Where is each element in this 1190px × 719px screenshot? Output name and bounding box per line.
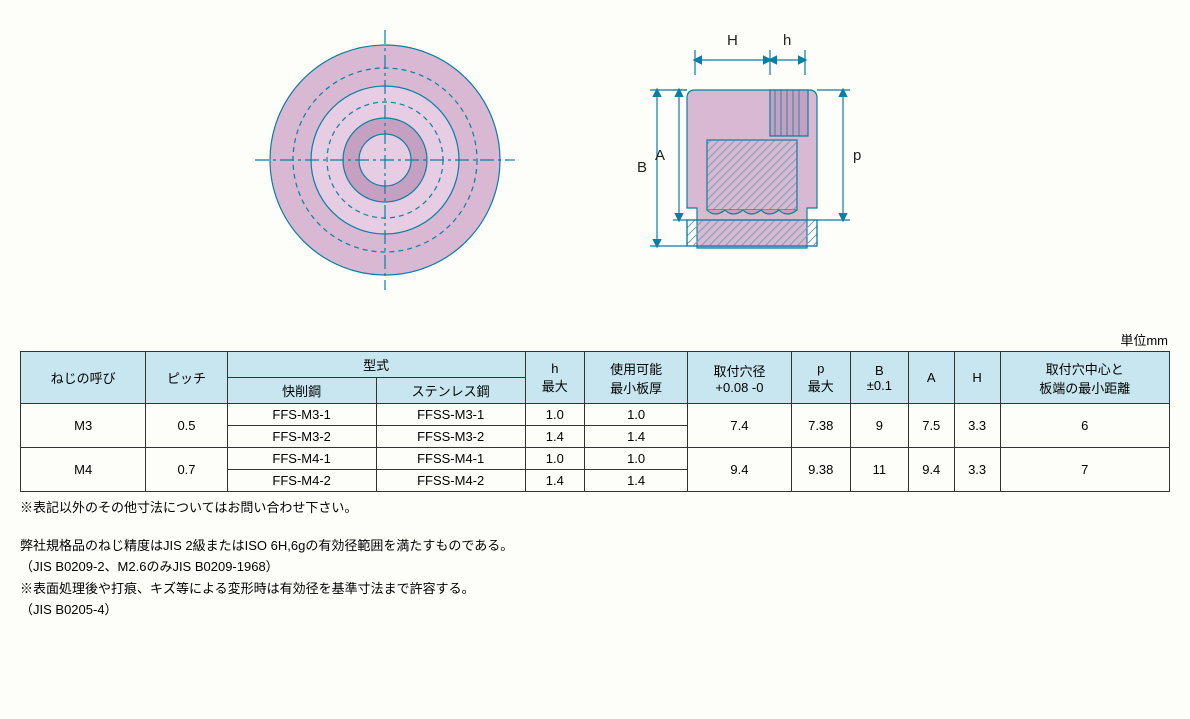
spec-table: ねじの呼び ピッチ 型式 h 最大 使用可能 最小板厚 取付穴径 +0.08 -…: [20, 351, 1170, 492]
unit-label: 単位mm: [20, 330, 1170, 349]
label-h: h: [783, 32, 791, 49]
label-p: p: [853, 147, 861, 164]
th-usable: 使用可能 最小板厚: [584, 352, 687, 404]
th-pmax: p 最大: [791, 352, 850, 404]
label-A: A: [655, 147, 665, 164]
th-hole: 取付穴径 +0.08 -0: [688, 352, 791, 404]
th-B: B ±0.1: [850, 352, 908, 404]
th-steel: 快削鋼: [227, 378, 376, 404]
th-A: A: [908, 352, 954, 404]
th-H: H: [954, 352, 1000, 404]
note-3: （JIS B0209-2、M2.6のみJIS B0209-1968）: [20, 557, 1170, 577]
th-sus: ステンレス鋼: [376, 378, 525, 404]
note-5: （JIS B0205-4）: [20, 600, 1170, 620]
th-thread: ねじの呼び: [21, 352, 146, 404]
th-edge: 取付穴中心と 板端の最小距離: [1000, 352, 1169, 404]
th-model: 型式: [227, 352, 525, 378]
top-view-diagram: [255, 30, 515, 290]
notes: ※表記以外のその他寸法についてはお問い合わせ下さい。 弊社規格品のねじ精度はJI…: [20, 498, 1170, 620]
note-2: 弊社規格品のねじ精度はJIS 2級またはISO 6H,6gの有効径範囲を満たすも…: [20, 536, 1170, 556]
note-1: ※表記以外のその他寸法についてはお問い合わせ下さい。: [20, 498, 1170, 518]
label-B: B: [637, 159, 647, 176]
label-H: H: [727, 32, 738, 49]
table-row: M4 0.7 FFS-M4-1 FFSS-M4-1 1.0 1.0 9.4 9.…: [21, 448, 1170, 470]
note-4: ※表面処理後や打痕、キズ等による変形時は有効径を基準寸法まで許容する。: [20, 579, 1170, 599]
diagram-area: H h B: [20, 20, 1170, 300]
section-view-diagram: H h B: [575, 20, 935, 300]
table-row: M3 0.5 FFS-M3-1 FFSS-M3-1 1.0 1.0 7.4 7.…: [21, 404, 1170, 426]
th-pitch: ピッチ: [146, 352, 227, 404]
th-h: h 最大: [525, 352, 584, 404]
